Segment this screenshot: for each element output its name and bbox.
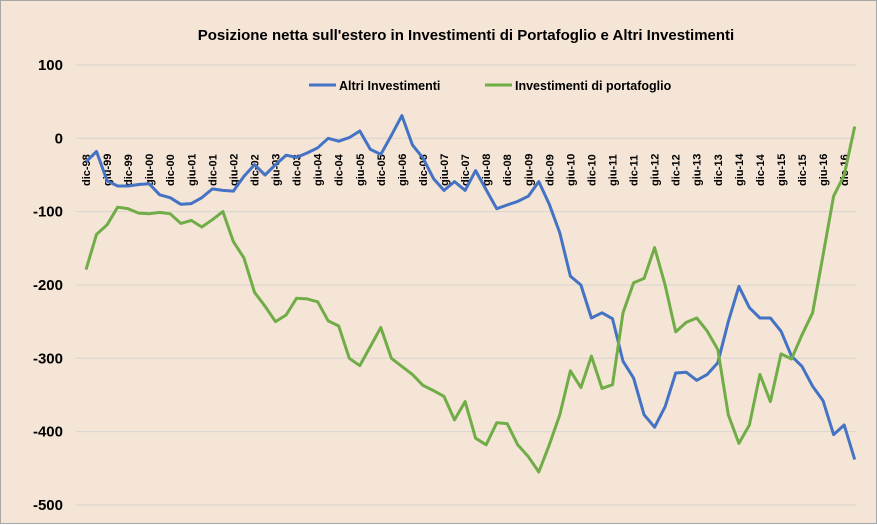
x-tick-label: dic-01 [207, 154, 219, 186]
x-tick-label: dic-14 [755, 153, 767, 186]
x-tick-label: dic-04 [334, 153, 346, 186]
x-tick-label: dic-98 [81, 154, 93, 186]
x-tick-label: dic-05 [376, 154, 388, 186]
x-tick-label: dic-02 [249, 154, 261, 186]
x-tick-label: dic-06 [418, 154, 430, 186]
x-tick-label: giu-09 [523, 154, 535, 186]
y-tick-label: -100 [33, 204, 63, 221]
y-tick-label: -500 [33, 497, 63, 514]
x-tick-label: giu-01 [186, 154, 198, 186]
x-tick-label: dic-09 [544, 154, 556, 186]
x-tick-label: dic-07 [460, 154, 472, 186]
gridlines [76, 64, 856, 506]
y-tick-label: 100 [38, 57, 63, 74]
x-tick-label: giu-16 [818, 154, 830, 186]
x-tick-label: dic-00 [165, 154, 177, 186]
x-tick-label: giu-13 [692, 154, 704, 186]
series-line-investimenti-di-portafoglio [84, 126, 857, 474]
series-line-altri-investimenti [84, 114, 857, 460]
x-tick-label: giu-15 [776, 154, 788, 186]
y-tick-label: 0 [55, 130, 63, 147]
legend-label: Investimenti di portafoglio [515, 79, 672, 93]
x-tick-label: giu-08 [481, 154, 493, 186]
x-tick-label: giu-14 [734, 153, 746, 186]
x-tick-label: dic-10 [586, 154, 598, 186]
x-tick-label: dic-08 [502, 154, 514, 186]
x-tick-label: dic-13 [713, 154, 725, 186]
x-tick-label: giu-05 [355, 154, 367, 186]
x-tick-label: giu-04 [313, 153, 325, 186]
x-tick-label: dic-03 [292, 154, 304, 186]
y-tick-label: -400 [33, 424, 63, 441]
x-tick-label: giu-10 [565, 154, 577, 186]
x-tick-label: dic-15 [797, 154, 809, 186]
x-tick-label: dic-12 [671, 154, 683, 186]
x-tick-label: giu-06 [397, 154, 409, 186]
x-tick-label: dic-99 [123, 154, 135, 186]
y-tick-label: -200 [33, 277, 63, 294]
x-tick-label: dic-11 [629, 155, 641, 186]
x-tick-label: giu-02 [228, 154, 240, 186]
y-tick-label: -300 [33, 350, 63, 367]
x-tick-label: giu-11 [608, 154, 620, 186]
chart-title: Posizione netta sull'estero in Investime… [198, 27, 734, 44]
legend: Altri Investimenti Investimenti di portaf… [309, 79, 672, 93]
series-lines [84, 114, 857, 474]
x-axis: dic-98 giu-99 dic-99 giu-00 dic-00 giu-01 dic-… [81, 153, 851, 186]
x-tick-label: giu-12 [650, 154, 662, 186]
legend-label: Altri Investimenti [339, 79, 440, 93]
x-tick-label: giu-07 [439, 154, 451, 186]
y-axis: 100 0 -100 -200 -300 -400 -500 [33, 57, 63, 514]
x-tick-label: giu-00 [144, 154, 156, 186]
